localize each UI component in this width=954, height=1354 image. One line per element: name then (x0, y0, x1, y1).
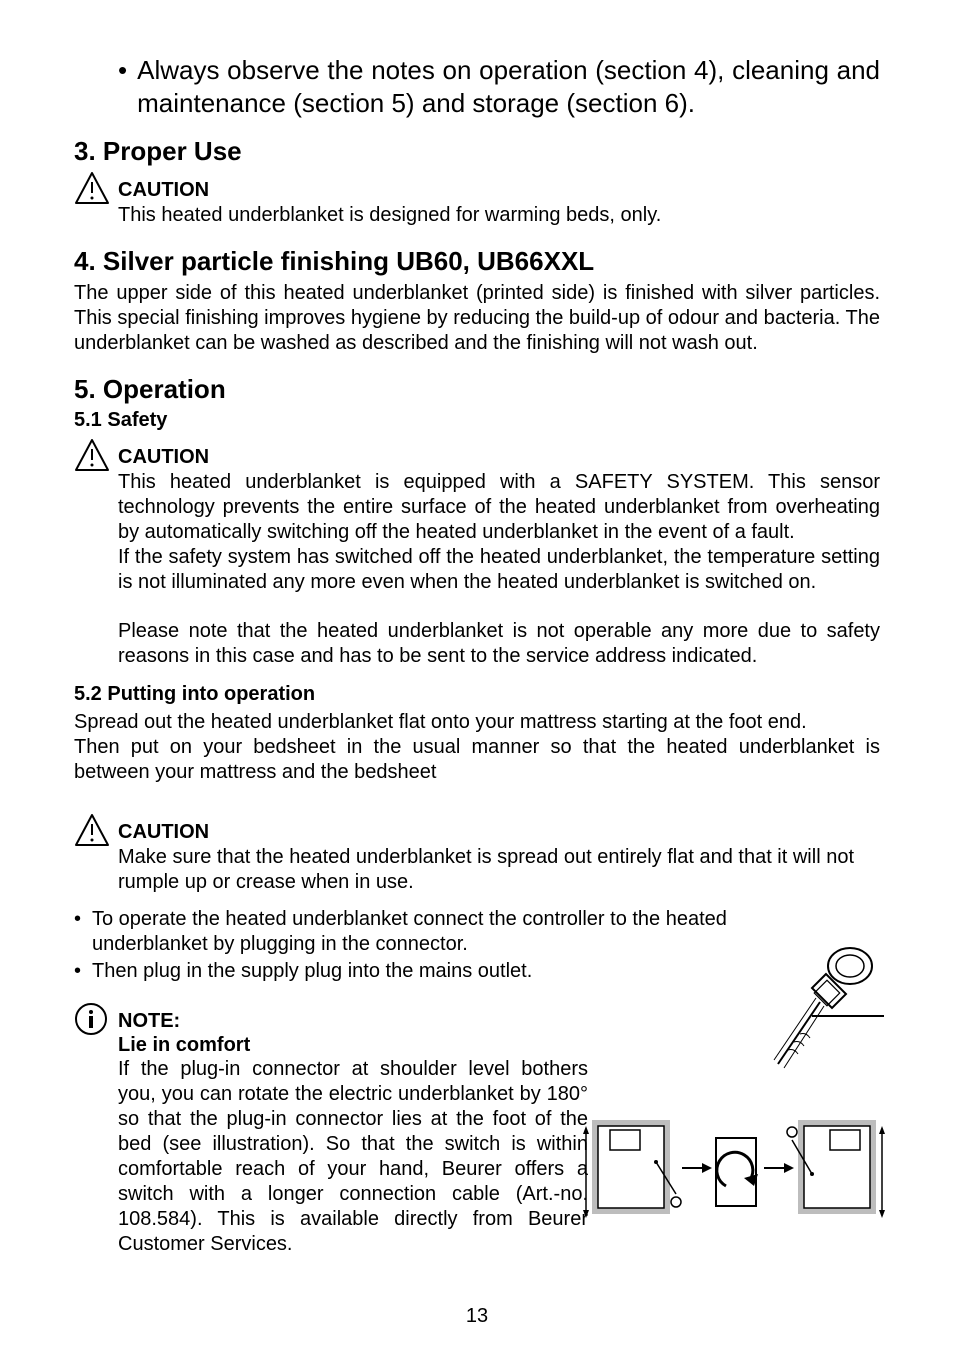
caution-icon (74, 438, 118, 477)
s5-2-p2: Then put on your bedsheet in the usual m… (74, 735, 880, 785)
bullet-dot: • (74, 907, 92, 957)
section-5-1-heading: 5.1 Safety (74, 409, 880, 432)
s5-1-p1: This heated underblanket is equipped wit… (118, 470, 880, 545)
note-body: If the plug-in connector at shoulder lev… (118, 1057, 588, 1257)
top-bullet-text: Always observe the notes on operation (s… (137, 54, 880, 120)
figure-connector (764, 936, 884, 1076)
caution-icon (74, 813, 118, 852)
section-4-body: The upper side of this heated underblank… (74, 281, 880, 356)
list-item: •To operate the heated underblanket conn… (74, 907, 814, 957)
section-5-2-caution-block: CAUTION Make sure that the heated underb… (74, 813, 880, 895)
bullet-dot: • (118, 54, 127, 120)
s5-2-bullets: •To operate the heated underblanket conn… (74, 907, 814, 984)
caution-text: This heated underblanket is designed for… (118, 203, 880, 228)
s5-1-p3: Please note that the heated underblanket… (118, 619, 880, 669)
caution-label: CAUTION (118, 438, 880, 470)
section-5-1-caution-block: CAUTION This heated underblanket is equi… (74, 438, 880, 669)
page-number: 13 (0, 1305, 954, 1328)
figure-bed-rotation (582, 1108, 886, 1228)
s5-2-p1: Spread out the heated underblanket flat … (74, 710, 880, 735)
section-3-title: 3. Proper Use (74, 136, 880, 167)
bullet-text: Then plug in the supply plug into the ma… (92, 959, 532, 984)
s5-1-p2: If the safety system has switched off th… (118, 545, 880, 595)
list-item: •Then plug in the supply plug into the m… (74, 959, 814, 984)
caution-label: CAUTION (118, 813, 880, 845)
s5-2-caution-text: Make sure that the heated underblanket i… (118, 845, 880, 895)
top-bullet: • Always observe the notes on operation … (118, 54, 880, 120)
section-5-2-heading: 5.2 Putting into operation (74, 683, 880, 706)
section-3-caution-block: CAUTION This heated underblanket is desi… (74, 171, 880, 228)
caution-label: CAUTION (118, 171, 880, 203)
info-icon (74, 1002, 118, 1041)
caution-icon (74, 171, 118, 210)
bullet-text: To operate the heated underblanket conne… (92, 907, 814, 957)
section-5-title: 5. Operation (74, 374, 880, 405)
section-4-title: 4. Silver particle finishing UB60, UB66X… (74, 246, 880, 277)
bullet-dot: • (74, 959, 92, 984)
